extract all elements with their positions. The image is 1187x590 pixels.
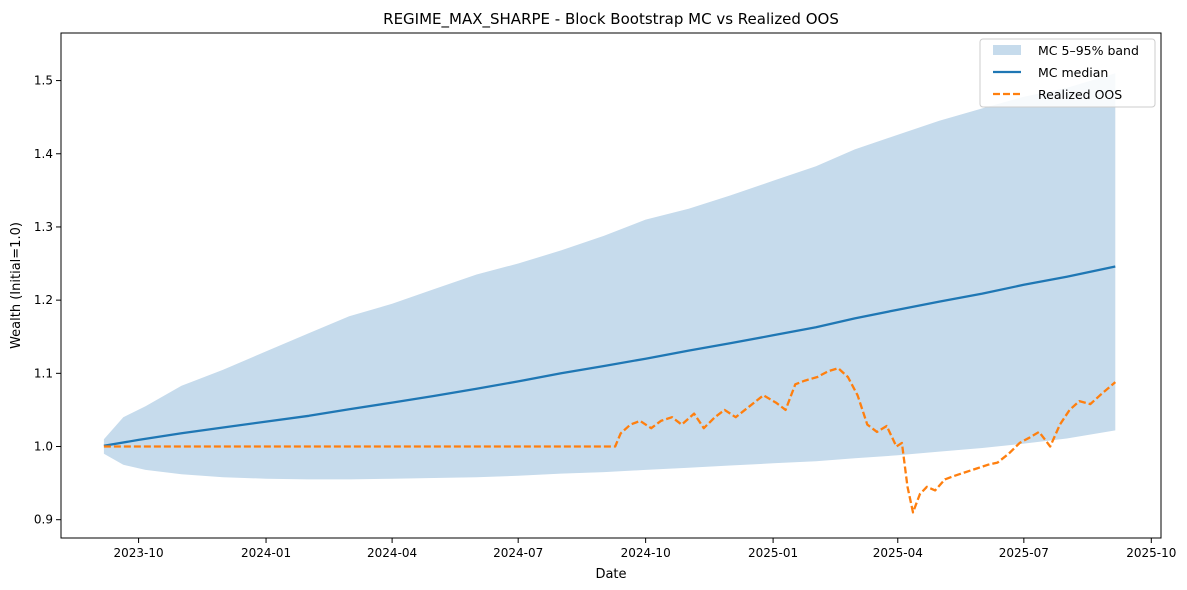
- plot-frame: [60, 32, 1162, 539]
- x-tick-label: 2025-01: [748, 546, 798, 560]
- y-tick-label: 1.1: [34, 366, 53, 380]
- legend-box: [979, 38, 1156, 108]
- y-tick-label: 0.9: [34, 513, 53, 527]
- realized-oos-line: [103, 367, 1117, 514]
- legend-swatch-band: [993, 45, 1021, 55]
- y-axis: 0.9 1.0 1.1 1.2 1.3 1.4 1.5: [34, 74, 61, 527]
- x-tick-label: 2025-07: [999, 546, 1049, 560]
- legend-label-realized: Realized OOS: [1038, 87, 1122, 102]
- x-tick-label: 2024-04: [367, 546, 417, 560]
- x-tick-label: 2023-10: [114, 546, 164, 560]
- x-tick-label: 2024-10: [621, 546, 671, 560]
- x-tick-label: 2024-07: [493, 546, 543, 560]
- x-axis: 2023-10 2024-01 2024-04 2024-07 2024-10 2025-…: [114, 538, 1176, 560]
- x-tick-label: 2025-10: [1126, 546, 1176, 560]
- y-tick-label: 1.0: [34, 440, 53, 454]
- legend-label-median: MC median: [1038, 65, 1108, 80]
- mc-band-area: [103, 73, 1116, 480]
- y-tick-label: 1.5: [34, 74, 53, 88]
- y-tick-label: 1.3: [34, 220, 53, 234]
- y-axis-label: Wealth (Initial=1.0): [9, 222, 24, 349]
- mc-median-line: [103, 265, 1116, 447]
- y-tick-label: 1.2: [34, 293, 53, 307]
- y-tick-label: 1.4: [34, 147, 53, 161]
- legend: MC 5–95% band MC median Realized OOS: [979, 38, 1156, 108]
- chart-title: REGIME_MAX_SHARPE - Block Bootstrap MC v…: [383, 10, 839, 29]
- x-tick-label: 2024-01: [241, 546, 291, 560]
- legend-label-band: MC 5–95% band: [1038, 43, 1139, 58]
- x-axis-label: Date: [595, 567, 626, 582]
- x-tick-label: 2025-04: [873, 546, 923, 560]
